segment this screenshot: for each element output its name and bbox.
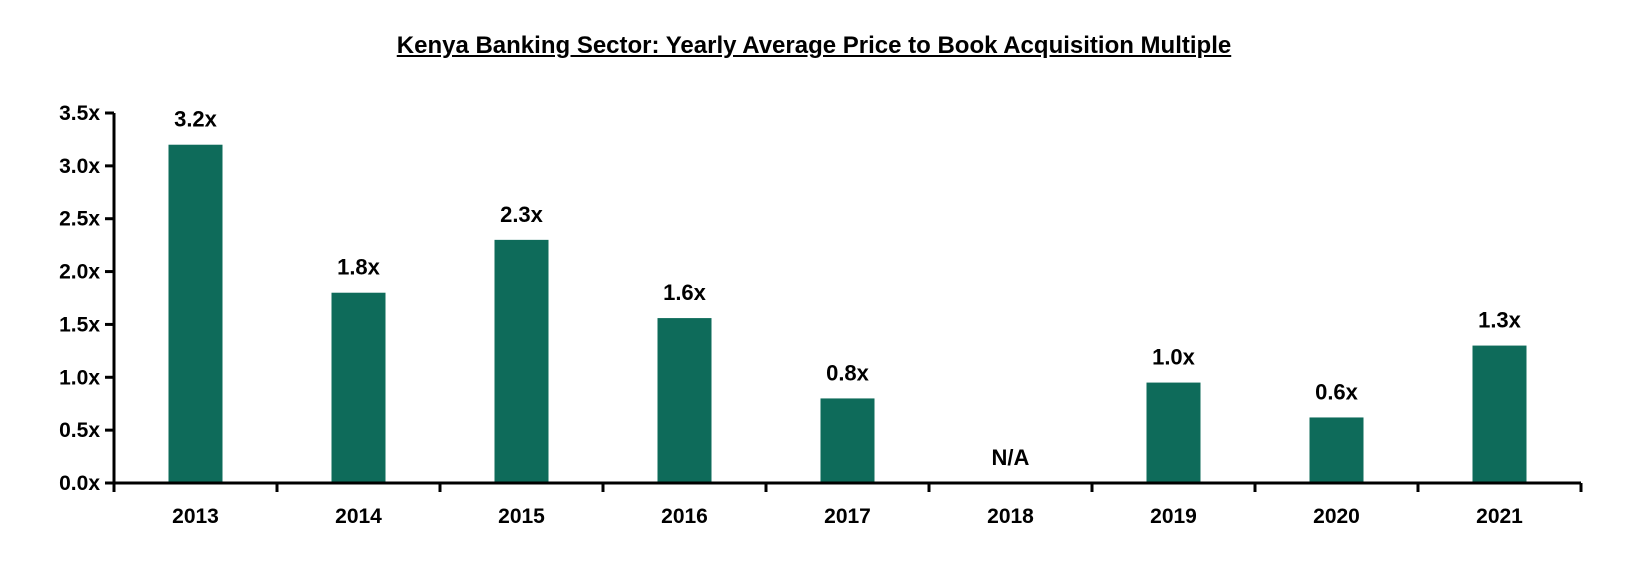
y-tick-label: 1.5x	[59, 313, 100, 336]
bar-2016	[657, 318, 712, 483]
y-tick-label: 2.5x	[59, 208, 100, 231]
y-tick-label: 3.0x	[59, 155, 100, 178]
y-tick-label: 1.0x	[59, 366, 100, 389]
data-label-2016: 1.6x	[663, 280, 707, 305]
data-label-2015: 2.3x	[500, 202, 544, 227]
data-label-2013: 3.2x	[174, 107, 218, 132]
x-tick-label-2019: 2019	[1150, 505, 1197, 528]
bar-2013	[168, 144, 223, 483]
x-tick-label-2018: 2018	[987, 505, 1034, 528]
y-tick-label: 2.0x	[59, 261, 100, 284]
x-tick-label-2017: 2017	[824, 505, 871, 528]
bar-2015	[494, 239, 549, 483]
y-tick-label: 0.0x	[59, 472, 100, 495]
data-label-2019: 1.0x	[1152, 345, 1196, 370]
bar-2020	[1309, 417, 1364, 483]
data-label-2017: 0.8x	[826, 360, 870, 385]
data-label-2014: 1.8x	[337, 255, 381, 280]
bar-2014	[331, 292, 386, 483]
chart-title: Kenya Banking Sector: Yearly Average Pri…	[396, 32, 1232, 59]
x-tick-label-2015: 2015	[498, 505, 545, 528]
x-tick-label-2021: 2021	[1476, 505, 1523, 528]
y-tick-label: 3.5x	[59, 102, 100, 125]
y-tick-label: 0.5x	[59, 419, 100, 442]
data-label-2021: 1.3x	[1478, 308, 1522, 333]
bar-2019	[1146, 382, 1201, 483]
bar-2017	[820, 398, 875, 483]
bar-2021	[1472, 345, 1527, 483]
x-tick-label-2013: 2013	[172, 505, 219, 528]
x-tick-label-2020: 2020	[1313, 505, 1360, 528]
x-tick-label-2016: 2016	[661, 505, 708, 528]
x-tick-label-2014: 2014	[335, 505, 382, 528]
data-label-2020: 0.6x	[1315, 379, 1359, 404]
data-label-2018: N/A	[992, 445, 1030, 470]
